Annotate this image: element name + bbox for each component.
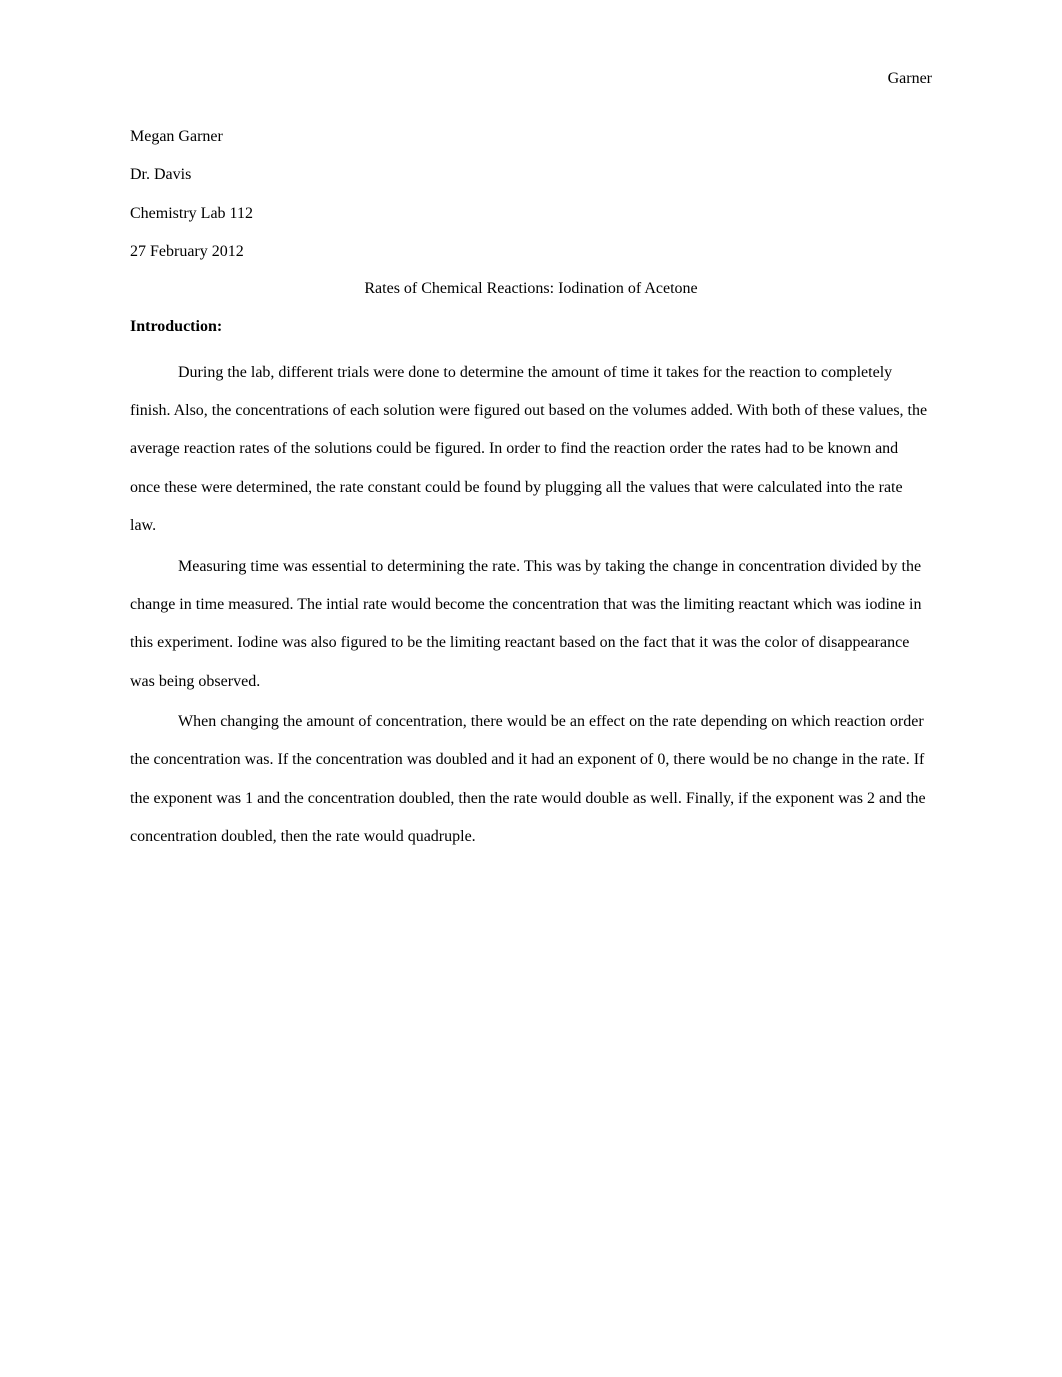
running-head: Garner — [130, 70, 932, 88]
section-heading-introduction: Introduction: — [130, 318, 932, 336]
course-name: Chemistry Lab 112 — [130, 195, 932, 233]
instructor-name: Dr. Davis — [130, 156, 932, 194]
author-name: Megan Garner — [130, 118, 932, 156]
body-paragraph: During the lab, different trials were do… — [130, 354, 932, 546]
document-title: Rates of Chemical Reactions: Iodination … — [130, 280, 932, 298]
author-block: Megan Garner Dr. Davis Chemistry Lab 112… — [130, 118, 932, 272]
body-paragraph: When changing the amount of concentratio… — [130, 703, 932, 857]
document-date: 27 February 2012 — [130, 233, 932, 271]
body-paragraph: Measuring time was essential to determin… — [130, 548, 932, 702]
